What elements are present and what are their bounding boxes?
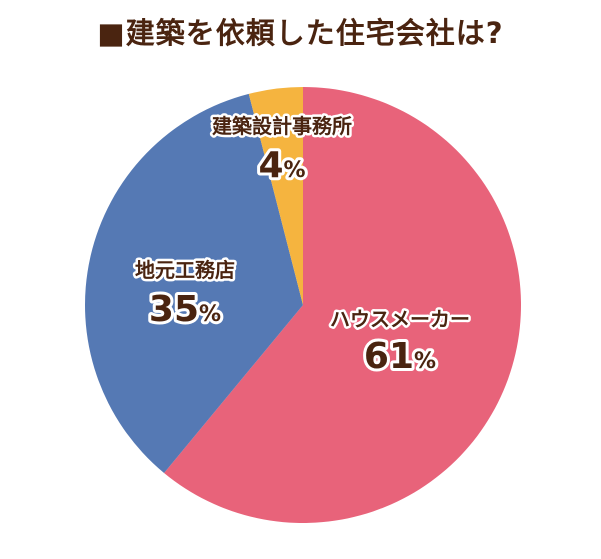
slice-value-label: 61% [364,336,436,377]
pie-slice [84,93,303,473]
slice-value-label: 4% [258,145,305,186]
slice-label: 地元工務店 [135,258,235,282]
pie-slice [164,87,521,523]
slice-value-label: 35% [149,289,221,330]
chart-title: ■建築を依頼した住宅会社は? [97,16,504,50]
pie-slice [248,87,303,305]
slice-label: 建築設計事務所 [212,114,352,138]
slice-label: ハウスメーカー [330,307,470,331]
